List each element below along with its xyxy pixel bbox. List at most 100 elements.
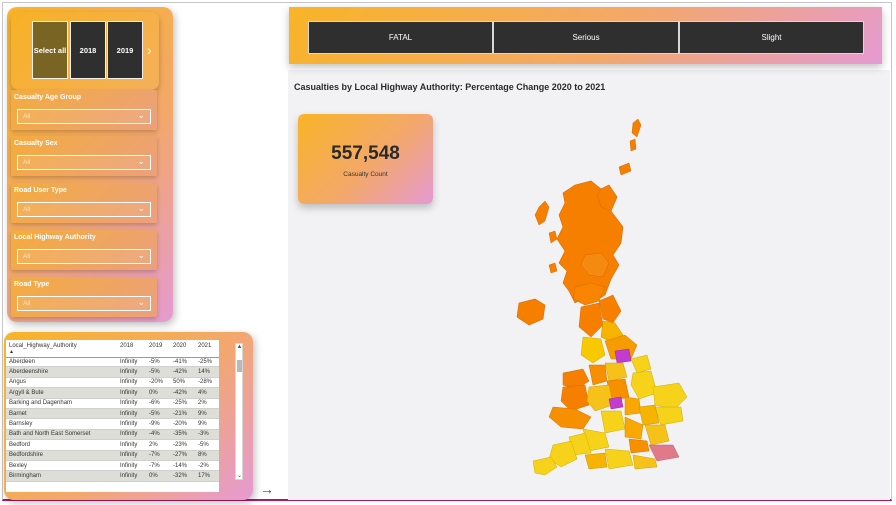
value-cell: -42% — [173, 389, 188, 396]
map-region-leicestershire[interactable] — [624, 396, 642, 416]
local-highway-authority-dropdown[interactable]: All ⌄ — [17, 249, 151, 264]
column-header-2019[interactable]: 2019 — [149, 343, 163, 349]
map-region-lincolnshire[interactable] — [630, 370, 658, 400]
map-region-west-midlands[interactable] — [586, 384, 614, 412]
authority-name-cell: Bath and North East Somerset — [9, 431, 91, 438]
authority-table-panel: Local_Highway_Authority ▲ 2018 2019 2020… — [4, 332, 253, 500]
value-cell: Infinity — [120, 379, 138, 386]
table-row[interactable]: Aberdeenshire Infinity -5% -42% 14% — [6, 367, 219, 378]
value-cell: -41% — [173, 358, 188, 365]
value-cell: 50% — [173, 379, 186, 386]
dropdown-value: All — [23, 113, 31, 120]
map-title: Casualties by Local Highway Authority: P… — [294, 82, 606, 92]
casualty-sex-dropdown[interactable]: All ⌄ — [17, 155, 151, 170]
authority-name-cell: Aberdeen — [9, 358, 36, 365]
scroll-down-icon[interactable]: ⌄ — [236, 473, 243, 479]
map-region-orkney[interactable] — [618, 162, 632, 176]
map-region-islay[interactable] — [548, 262, 558, 274]
map-region-bedfordshire[interactable] — [624, 416, 644, 440]
table-row[interactable]: Angus Infinity -20% 50% -28% — [6, 378, 219, 389]
value-cell: 4% — [198, 389, 207, 396]
map-region-cornwall[interactable] — [532, 456, 558, 476]
table-row[interactable]: Barnsley Infinity -9% -20% 9% — [6, 419, 219, 430]
dropdown-value: All — [23, 300, 31, 307]
chevron-right-icon[interactable]: › — [147, 42, 152, 58]
map-region-essex[interactable] — [644, 424, 670, 446]
map-region-birmingham[interactable] — [608, 396, 624, 410]
value-cell: -28% — [198, 379, 213, 386]
filter-local-highway-authority: Local Highway Authority All ⌄ — [11, 230, 157, 270]
filter-road-user-type: Road User Type All ⌄ — [11, 183, 157, 223]
map-region-sussex[interactable] — [632, 454, 658, 470]
value-cell: Infinity — [120, 441, 138, 448]
map-region-bradford[interactable] — [614, 348, 632, 364]
table-row[interactable]: Bexley Infinity -7% -14% -2% — [6, 461, 219, 472]
arrow-right-icon[interactable]: → — [260, 481, 274, 497]
map-region-skye[interactable] — [548, 230, 558, 244]
map-region-cheshire[interactable] — [588, 364, 608, 386]
scroll-thumb[interactable] — [237, 360, 242, 372]
value-cell: Infinity — [120, 368, 138, 375]
year-button-select-all[interactable]: Select all — [32, 21, 68, 79]
map-region-hampshire[interactable] — [604, 448, 634, 470]
value-cell: -20% — [173, 420, 188, 427]
table-row[interactable]: Bedfordshire Infinity -7% -27% 8% — [6, 450, 219, 461]
table-row[interactable]: Barking and Dagenham Infinity -6% -25% 2% — [6, 399, 219, 409]
map-region-hebrides[interactable] — [534, 200, 550, 226]
table-row[interactable]: Bath and North East Somerset Infinity -4% -… — [6, 429, 219, 441]
map-region-lancashire[interactable] — [580, 336, 606, 364]
column-header-2018[interactable]: 2018 — [120, 343, 134, 349]
map-region-northern-ireland[interactable] — [516, 298, 546, 326]
map-region-oxfordshire[interactable] — [600, 410, 626, 434]
table-header: Local_Highway_Authority ▲ 2018 2019 2020… — [6, 340, 219, 358]
map-region-mid-wales[interactable] — [560, 384, 590, 412]
map-region-shetland-south[interactable] — [629, 138, 637, 152]
table-row[interactable]: Barnet Infinity -5% -21% 9% — [6, 409, 219, 420]
map-region-shetland[interactable] — [631, 118, 642, 138]
map-region-cambridgeshire[interactable] — [638, 404, 660, 426]
table-scrollbar[interactable]: ▲ ⌄ — [235, 343, 243, 480]
column-header-authority[interactable]: Local_Highway_Authority — [9, 343, 77, 349]
map-region-east-riding[interactable] — [630, 354, 652, 374]
map-region-suffolk[interactable] — [654, 406, 684, 426]
table-row[interactable]: Birmingham Infinity 0% -32% 17% — [6, 471, 219, 482]
map-region-kent[interactable] — [648, 444, 680, 462]
authority-table: Local_Highway_Authority ▲ 2018 2019 2020… — [6, 340, 219, 492]
table-row[interactable]: Bedford Infinity 2% -23% -5% — [6, 440, 219, 451]
authority-name-cell: Barnet — [9, 410, 27, 417]
filter-casualty-sex: Casualty Sex All ⌄ — [11, 136, 157, 176]
filter-casualty-age-group: Casualty Age Group All ⌄ — [11, 90, 157, 130]
severity-button-slight[interactable]: Slight — [679, 21, 864, 54]
casualty-age-group-dropdown[interactable]: All ⌄ — [17, 109, 151, 124]
map-region-south-wales[interactable] — [548, 406, 592, 430]
column-header-2021[interactable]: 2021 — [198, 343, 212, 349]
map-region-northumberland[interactable] — [598, 294, 622, 324]
road-user-type-dropdown[interactable]: All ⌄ — [17, 202, 151, 217]
uk-choropleth-map[interactable] — [505, 115, 695, 480]
map-region-scotland-northeast[interactable] — [596, 184, 618, 212]
map-region-norfolk[interactable] — [652, 382, 688, 410]
authority-name-cell: Birmingham — [9, 472, 42, 479]
filter-label: Casualty Sex — [14, 140, 58, 147]
severity-button-serious[interactable]: Serious — [493, 21, 679, 54]
year-button-2018[interactable]: 2018 — [70, 21, 106, 79]
map-region-scotland-central[interactable] — [580, 252, 610, 278]
map-region-devon[interactable] — [548, 440, 578, 468]
kpi-card[interactable]: 557,548 Casualty Count — [298, 114, 433, 204]
map-region-cumbria[interactable] — [578, 302, 604, 338]
map-region-london[interactable] — [628, 438, 650, 454]
year-button-2019[interactable]: 2019 — [107, 21, 143, 79]
scroll-up-icon[interactable]: ▲ — [236, 344, 243, 350]
column-header-2020[interactable]: 2020 — [173, 343, 187, 349]
road-type-dropdown[interactable]: All ⌄ — [17, 296, 151, 311]
authority-name-cell: Barking and Dagenham — [9, 400, 73, 407]
map-region-south-yorkshire[interactable] — [604, 362, 628, 382]
value-cell: -7% — [149, 452, 160, 459]
table-row[interactable]: Argyll & Bute Infinity 0% -42% 4% — [6, 388, 219, 399]
severity-button-fatal[interactable]: FATAL — [308, 21, 493, 54]
value-cell: -9% — [149, 420, 160, 427]
table-row[interactable]: Aberdeen Infinity -5% -41% -25% — [6, 357, 219, 368]
map-region-dorset[interactable] — [584, 452, 608, 470]
kpi-label: Casualty Count — [343, 171, 388, 178]
year-slicer: Select all 2018 2019 › — [11, 12, 159, 90]
